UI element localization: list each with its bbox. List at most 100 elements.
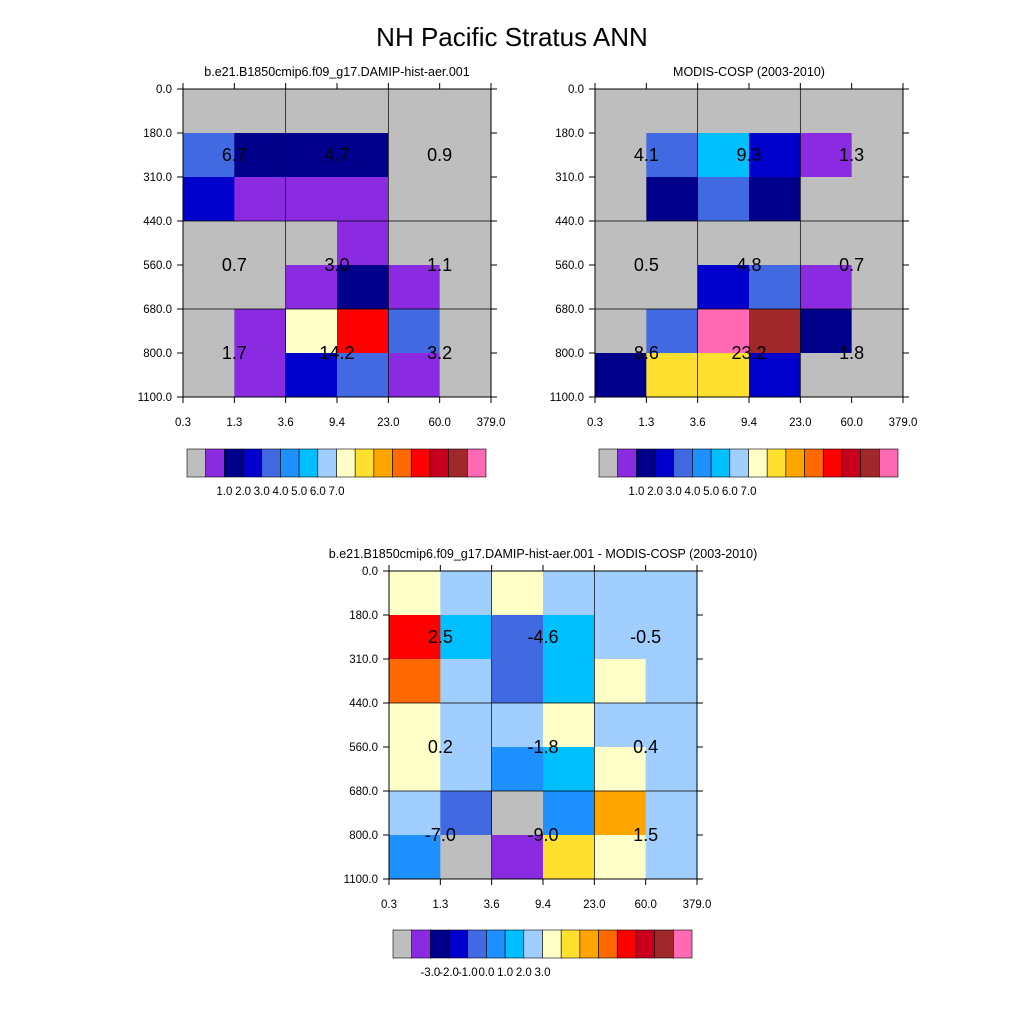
colorbar-label: 5.0 (291, 486, 307, 498)
panel-3: 0.0 180.0 310.0 440.0 560.0 680.0 800.0 1100.0 0… (329, 547, 757, 979)
x-tick-label: 1.3 (432, 899, 448, 911)
heatmap-cell (439, 133, 492, 178)
heatmap-cell (595, 309, 647, 354)
y-tick-label: 800.0 (555, 348, 584, 360)
cell-value-label: 2.5 (428, 627, 453, 647)
cell-value-label: 1.8 (839, 343, 864, 363)
colorbar-box (635, 929, 655, 959)
heatmap-cell (440, 747, 493, 792)
heatmap-cell (800, 309, 853, 354)
y-tick-label: 180.0 (143, 128, 172, 140)
colorbar-label: 2.0 (516, 967, 532, 979)
cell-value-label: 1.7 (222, 343, 247, 363)
heatmap-cell (800, 133, 853, 178)
heatmap-cell (543, 571, 595, 616)
colorbar-box (373, 448, 393, 478)
colorbar-box (224, 448, 244, 478)
colorbar-box (504, 929, 525, 959)
x-tick-label: 379.0 (477, 417, 506, 429)
cell-value-label: 23.2 (731, 343, 766, 363)
heatmap-cell (851, 265, 904, 310)
heatmap-cell (594, 835, 647, 880)
heatmap-cell (439, 177, 492, 222)
heatmap-cell (800, 221, 853, 266)
y-tick-label: 310.0 (555, 172, 584, 184)
colorbar-box (280, 448, 300, 478)
x-tick-label: 3.6 (690, 417, 706, 429)
heatmap-cell (851, 221, 904, 266)
colorbar-label: 1.0 (628, 486, 644, 498)
colorbar-box (186, 448, 206, 478)
colorbar-box (448, 448, 468, 478)
colorbar-box (261, 448, 281, 478)
cell-value-label: -0.5 (630, 627, 661, 647)
heatmap-cell (491, 747, 544, 792)
colorbar-box (804, 448, 824, 478)
heatmap-cell (851, 177, 904, 222)
colorbar-box (860, 448, 880, 478)
colorbar-label: -2.0 (439, 967, 459, 979)
heatmap-cell (749, 353, 801, 398)
colorbar-box (710, 448, 731, 478)
heatmap-cell (183, 177, 235, 222)
y-tick-label: 180.0 (349, 610, 378, 622)
y-tick-label: 0.0 (568, 84, 584, 96)
colorbar-label: 1.0 (497, 967, 513, 979)
panel-title: MODIS-COSP (2003-2010) (673, 65, 825, 79)
y-tick-label: 800.0 (143, 348, 172, 360)
colorbar-label: 6.0 (310, 486, 326, 498)
heatmap-cell (800, 265, 853, 310)
heatmap-cell (285, 265, 338, 310)
heatmap-cell (800, 353, 853, 398)
heatmap-cell (491, 659, 544, 704)
colorbar: 1.0 2.0 3.0 4.0 5.0 6.0 7.0 (186, 448, 487, 498)
heatmap-cell (595, 353, 647, 398)
heatmap-cell (543, 791, 595, 836)
cell-value-label: 0.9 (427, 145, 452, 165)
cell-value-label: 0.2 (428, 737, 453, 757)
heatmap-cell (285, 89, 338, 134)
heatmap-cell (749, 177, 801, 222)
heatmap-cell (388, 177, 441, 222)
heatmap-cell (851, 353, 904, 398)
x-tick-label: 379.0 (889, 417, 918, 429)
heatmap-cell (646, 353, 699, 398)
heatmap-cell (439, 353, 492, 398)
colorbar-box (410, 448, 431, 478)
cell-value-label: -4.6 (527, 627, 558, 647)
heatmap-cell (389, 571, 441, 616)
cell-value-label: 0.4 (633, 737, 658, 757)
heatmap-cell (749, 309, 801, 354)
cell-value-label: 3.0 (324, 255, 349, 275)
heatmap-cell (697, 265, 750, 310)
cell-value-label: 1.5 (633, 825, 658, 845)
panel-title: b.e21.B1850cmip6.f09_g17.DAMIP-hist-aer.… (204, 65, 469, 79)
colorbar-label: 0.0 (478, 967, 494, 979)
heatmap-cell (337, 133, 389, 178)
x-tick-label: 9.4 (741, 417, 758, 429)
cell-value-label: 0.7 (222, 255, 247, 275)
y-tick-label: 1100.0 (344, 874, 378, 886)
colorbar-box (242, 448, 263, 478)
cell-value-label: 6.7 (222, 145, 247, 165)
colorbar-box (636, 448, 656, 478)
heatmap-cell (594, 659, 647, 704)
heatmap-cell (646, 177, 699, 222)
heatmap-cell (645, 703, 698, 748)
colorbar-box (411, 929, 431, 959)
x-tick-label: 0.3 (587, 417, 603, 429)
colorbar-label: 3.0 (535, 967, 551, 979)
heatmap-cell (800, 177, 853, 222)
heatmap-cell (595, 265, 647, 310)
heatmap-cell (594, 791, 647, 836)
colorbar-box (673, 448, 693, 478)
cell-value-label: 14.2 (319, 343, 354, 363)
y-tick-label: 440.0 (143, 216, 172, 228)
colorbar-label: 6.0 (722, 486, 738, 498)
heatmap-cell (543, 703, 595, 748)
colorbar-box (205, 448, 225, 478)
cell-value-label: 0.7 (839, 255, 864, 275)
heatmap-cell (645, 835, 698, 880)
colorbar-box (448, 929, 469, 959)
y-tick-label: 180.0 (555, 128, 584, 140)
